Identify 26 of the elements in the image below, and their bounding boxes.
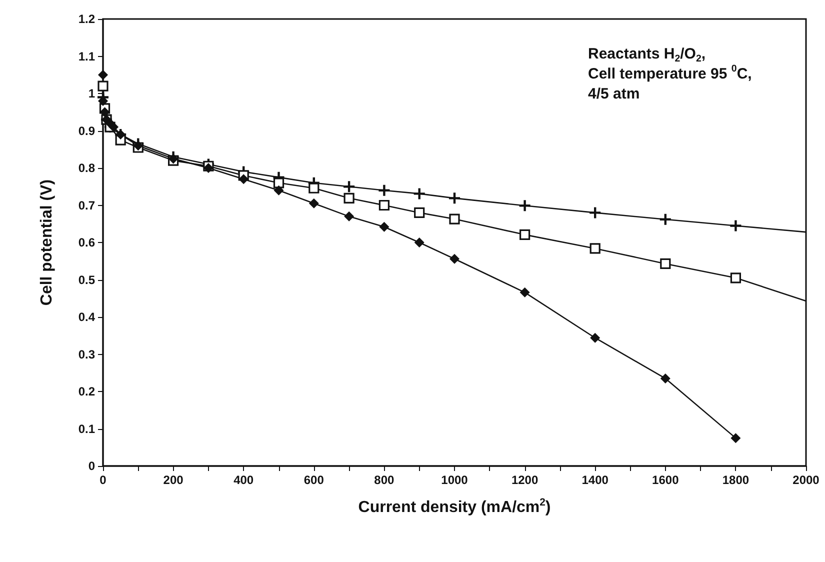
y-tick-label: 1.1	[78, 49, 96, 64]
x-tick-label: 1200	[511, 473, 538, 487]
x-tick-label: 200	[163, 473, 184, 487]
y-tick-label: 0.3	[78, 347, 96, 362]
x-tick-label: 1000	[441, 473, 468, 487]
x-tick-label: 1600	[652, 473, 680, 487]
y-tick-label: 0.1	[78, 422, 96, 436]
annotation: 4/5 atm	[588, 86, 640, 102]
y-tick-label: 0.9	[78, 124, 96, 138]
x-tick-label: 800	[374, 473, 395, 487]
y-axis-title: Cell potential (V)	[38, 179, 56, 306]
x-tick-label: 1800	[722, 473, 750, 487]
y-tick-label: 0.8	[78, 161, 96, 175]
x-tick-label: 0	[100, 473, 107, 487]
y-tick-label: 0.4	[78, 310, 96, 324]
x-tick-label: 400	[234, 473, 254, 487]
y-tick-label: 0.7	[78, 198, 96, 212]
y-tick-label: 0	[88, 459, 96, 473]
x-tick-label: 600	[304, 473, 324, 487]
y-tick-label: 0.5	[78, 272, 96, 287]
y-tick-label: 0.6	[78, 236, 96, 250]
y-tick-label: 1.2	[78, 12, 96, 26]
x-tick-label: 1400	[582, 473, 609, 487]
x-tick-label: 2000	[792, 473, 820, 487]
y-tick-label: 1	[88, 86, 96, 100]
y-tick-label: 0.2	[78, 384, 96, 398]
